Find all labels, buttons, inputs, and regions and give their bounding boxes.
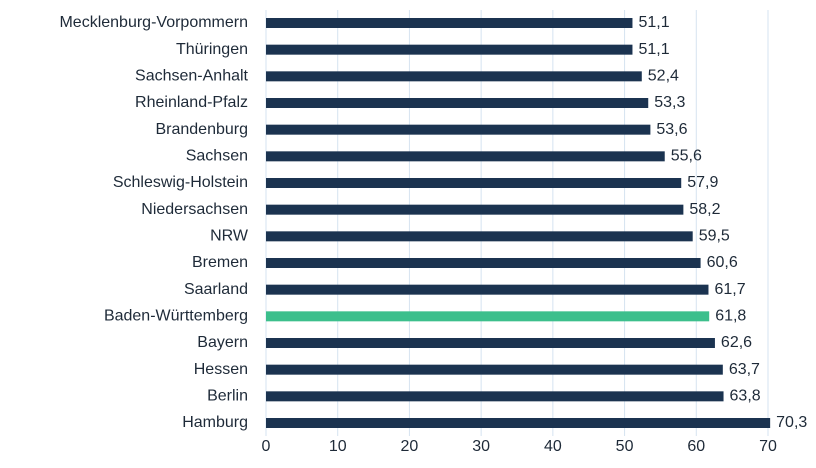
y-tick-label: Thüringen — [176, 41, 248, 58]
y-tick-label: Sachsen-Anhalt — [135, 68, 249, 85]
value-label: 61,7 — [714, 281, 745, 298]
x-tick-label: 50 — [616, 438, 634, 455]
value-label: 70,3 — [776, 414, 807, 431]
value-label: 53,3 — [654, 94, 685, 111]
value-label: 62,6 — [721, 334, 752, 351]
x-tick-label: 70 — [759, 438, 777, 455]
x-tick-label: 10 — [329, 438, 347, 455]
bar — [266, 364, 723, 375]
bar — [266, 151, 665, 162]
value-label: 58,2 — [689, 201, 720, 218]
y-tick-label: Niedersachsen — [141, 201, 248, 218]
y-tick-label: Bremen — [192, 254, 248, 271]
x-tick-label: 30 — [472, 438, 490, 455]
value-label: 61,8 — [715, 308, 746, 325]
bar — [266, 258, 701, 268]
value-label: 51,1 — [638, 14, 669, 31]
bar — [266, 18, 633, 28]
y-tick-label: Saarland — [184, 281, 248, 298]
bar — [266, 311, 710, 322]
value-label: 55,6 — [671, 148, 702, 165]
y-tick-label: Schleswig-Holstein — [113, 174, 248, 191]
x-tick-label: 0 — [262, 438, 271, 455]
bar — [266, 338, 715, 348]
value-label: 51,1 — [638, 41, 669, 58]
bar — [266, 204, 684, 215]
bar — [266, 418, 771, 428]
bar — [266, 44, 633, 55]
bar — [266, 284, 709, 295]
y-tick-label: Mecklenburg-Vorpommern — [59, 14, 248, 31]
x-tick-label: 60 — [687, 438, 705, 455]
bar — [266, 71, 642, 82]
x-tick-label: 20 — [401, 438, 419, 455]
value-label: 60,6 — [707, 254, 738, 271]
y-tick-label: NRW — [210, 228, 249, 245]
y-tick-label: Brandenburg — [155, 121, 248, 138]
value-label: 59,5 — [699, 228, 730, 245]
bar — [266, 178, 682, 188]
bar — [266, 98, 649, 108]
bar — [266, 391, 724, 402]
bar — [266, 124, 651, 135]
y-tick-label: Hessen — [194, 361, 248, 378]
y-tick-label: Bayern — [197, 334, 248, 351]
y-tick-label: Sachsen — [186, 148, 248, 165]
y-tick-label: Berlin — [207, 388, 248, 405]
x-tick-label: 40 — [544, 438, 562, 455]
value-label: 63,8 — [730, 388, 761, 405]
bar — [266, 231, 693, 242]
value-label: 57,9 — [687, 174, 718, 191]
value-label: 53,6 — [656, 121, 687, 138]
value-label: 52,4 — [648, 68, 679, 85]
y-tick-label: Hamburg — [182, 414, 248, 431]
y-tick-label: Rheinland-Pfalz — [135, 94, 248, 111]
value-label: 63,7 — [729, 361, 760, 378]
y-tick-label: Baden-Württemberg — [104, 308, 248, 325]
